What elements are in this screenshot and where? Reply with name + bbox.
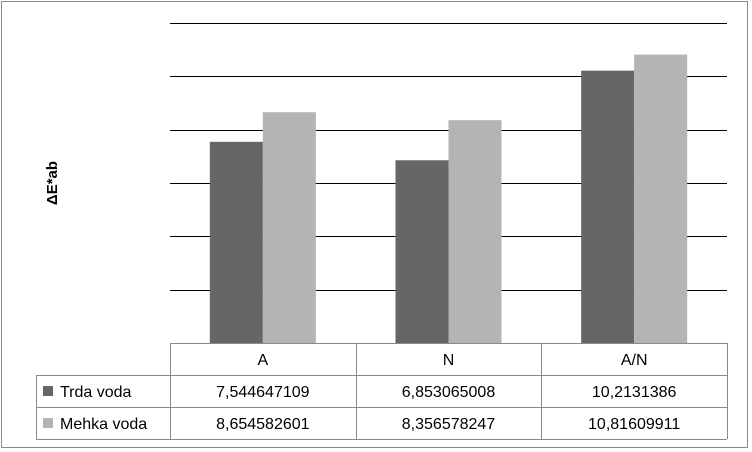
- legend-label: Mehka voda: [60, 416, 147, 433]
- y-axis-label: ΔE*ab: [44, 161, 61, 205]
- bar: [581, 70, 635, 344]
- bar: [262, 112, 316, 344]
- data-label: 6,853065008: [402, 384, 496, 401]
- legend-label: Trda voda: [60, 384, 132, 401]
- bar: [209, 141, 263, 343]
- legend-swatch: [43, 418, 53, 428]
- bars: [209, 54, 688, 344]
- data-label: 8,356578247: [402, 416, 496, 433]
- data-label: 8,654582601: [216, 416, 310, 433]
- data-label: 10,81609911: [588, 416, 680, 433]
- category-label: N: [443, 352, 455, 369]
- data-label: 7,544647109: [216, 384, 310, 401]
- data-label: 10,2131386: [592, 384, 677, 401]
- category-label: A: [257, 352, 268, 369]
- bar: [448, 120, 502, 343]
- category-label: A/N: [621, 352, 648, 369]
- legend-swatch: [43, 386, 53, 396]
- data-table: A N A/N Trda voda 7,544647109 6,853065008 10,2…: [36, 343, 728, 440]
- bar: [395, 160, 449, 343]
- bar: [634, 54, 688, 344]
